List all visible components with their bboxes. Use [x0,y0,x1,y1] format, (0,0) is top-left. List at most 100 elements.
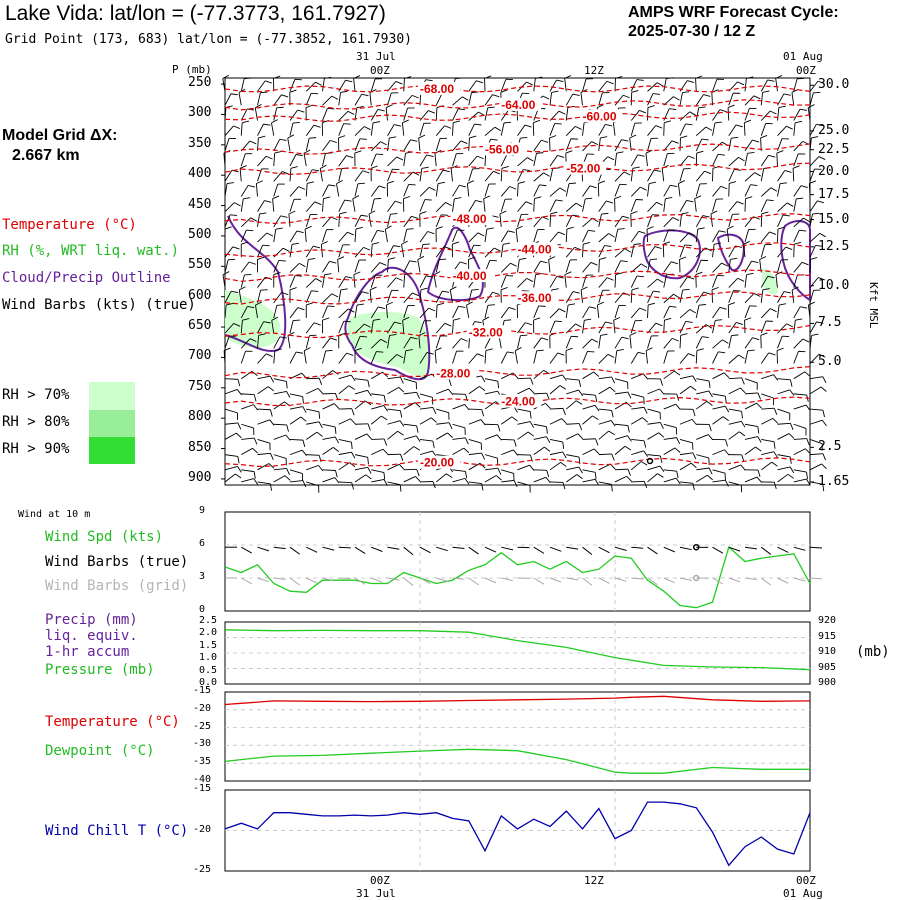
wind-barb-staff [549,213,552,227]
wind-barb-staff [712,479,726,483]
wind-barb-flag [611,484,613,492]
wind-barb-staff [436,422,450,425]
wind-barb-staff [338,374,352,380]
wind-barb-flag [707,474,713,481]
wind-barb-flag [439,258,447,261]
wind-barb-staff [354,229,357,243]
wind-barb-flag [318,455,322,463]
wind-barb-staff [403,139,411,152]
wind-barb-staff [222,78,226,92]
wind-barb-staff [744,108,750,121]
wind-barb-flag [747,349,755,352]
wind-barb-staff [452,96,463,106]
wind-barb-flag [251,371,258,377]
wind-barb-staff [484,454,498,459]
wind-barb-staff [630,186,641,197]
wind-barb-staff [289,186,299,197]
wind-barb-staff [647,183,650,197]
wind-barb-staff [517,183,519,197]
wind-barb-staff [403,107,408,121]
wind-barb-staff [273,434,287,440]
wind-barb-staff [582,438,596,440]
wind-barb-flag [354,150,362,154]
wind-barb-staff [468,111,479,121]
wind-barb-flag [416,469,420,477]
wind-barb-staff [596,304,600,318]
wind-barb-staff [224,138,230,152]
wind-barb-flag [290,166,298,169]
wind-barb-staff [809,335,813,349]
wind-barb-flag [696,348,704,351]
wind-barb-staff [598,92,603,106]
wind-barb-flag [327,305,335,308]
wind-barb-staff [647,304,649,318]
wind-barb-staff [694,198,697,212]
wind-barb-staff [305,81,316,92]
isotherm-label: -24.00 [501,395,535,409]
wind-barb-flag [524,124,532,128]
wind-barb-staff [679,321,687,334]
wind-barb-staff [500,154,508,167]
wind-barb-staff [712,78,718,92]
wind-barb-staff [255,305,258,319]
wind-barb-staff [630,461,642,471]
wind-barb-flag [507,351,515,354]
wind-barb-staff [370,198,375,212]
wind-barb-flag [450,286,457,291]
wind-barb-staff [319,168,323,182]
wind-barb-staff [679,481,693,484]
wind-barb-flag [419,211,427,215]
wind-barb-staff [370,78,376,92]
wind-barb-flag [546,393,550,400]
wind-barb-flag [324,76,332,79]
wind-barb-flag [402,317,410,321]
wind-barb-staff [255,183,258,197]
wind-barb-staff [744,78,747,92]
wind-barb-staff [419,450,433,456]
wind-barb-staff [514,350,518,364]
wind-barb-flag [324,273,332,276]
wind-barb-flag [678,180,685,184]
wind-barb-staff [403,216,412,228]
wind-barb-flag [269,419,275,426]
wind-barb-flag [800,185,808,189]
wind-barb-flag [536,152,544,154]
wind-barb-flag [500,287,508,291]
wind-barb-staff [614,475,627,483]
wind-barb-flag [623,171,631,176]
wind-barb-flag [380,338,387,343]
wind-barb-flag [762,288,770,291]
wind-barb-flag [507,230,515,233]
wind-barb-flag [541,337,549,341]
wind-barb-staff [728,214,733,227]
wind-barb-staff [695,170,705,182]
wind-barb-staff [614,260,622,273]
wind-barb-flag [757,469,761,477]
wind-barb-flag [724,449,730,456]
wind-barb-staff [354,259,360,273]
temp-ytick: -15 [193,685,212,696]
wind-barb-staff [582,122,585,136]
wind-barb-flag [455,77,463,80]
wind-barb-staff [614,435,628,440]
wind-barb-flag [821,463,827,470]
wind-barb-flag [786,125,793,130]
wind-barb-staff [793,351,799,364]
wind-barb-staff [613,320,616,334]
top-time-label: 00Z [796,64,816,77]
wind-barb-flag [492,94,500,98]
wind-barb-staff [370,275,376,288]
wind-barb-staff [370,141,381,152]
wind-barb-flag [367,457,369,465]
wind-barb-staff [222,274,226,288]
wind-barb-flag [418,332,426,336]
wind-barb-flag [347,308,355,313]
wind-barb-flag [771,461,778,467]
wind-barb-flag [302,396,304,404]
wind-barb-staff [793,320,796,334]
pressure-ytick: 905 [818,661,837,673]
wind-barb-staff [728,157,739,167]
wind-barb-staff [500,275,507,288]
wind-barb-staff [728,259,731,273]
wind-barb-flag [448,388,454,395]
